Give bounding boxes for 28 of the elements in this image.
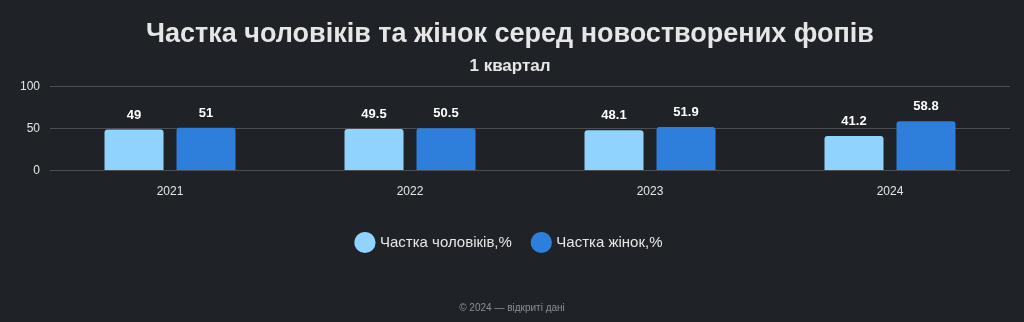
bar	[656, 127, 716, 171]
data-label: 41.2	[841, 113, 867, 129]
data-label: 51.9	[673, 104, 699, 120]
bar	[344, 129, 404, 171]
data-label: 49.5	[361, 106, 387, 122]
chart-title: Частка чоловіків та жінок серед новостворених фопів	[146, 17, 874, 48]
x-tick-label: 2021	[156, 184, 184, 199]
data-label: 50.5	[433, 105, 459, 121]
y-tick-label: 100	[19, 79, 41, 94]
bar	[416, 128, 476, 171]
bar	[176, 127, 236, 171]
data-label: 51	[198, 104, 214, 120]
bar	[824, 136, 884, 171]
bar	[896, 121, 956, 171]
x-tick-label: 2024	[876, 184, 904, 199]
legend-label: Частка жінок,%	[556, 232, 663, 250]
x-tick-label: 2022	[396, 184, 424, 199]
data-label: 48.1	[601, 107, 627, 123]
x-tick-label: 2023	[636, 184, 664, 199]
text: © 2024 — відкриті дані	[459, 301, 565, 313]
data-label: 49	[126, 106, 142, 122]
y-tick-label: 0	[33, 162, 41, 177]
data-label: 58.8	[913, 98, 939, 114]
y-tick-label: 50	[26, 121, 41, 136]
bar	[104, 129, 164, 171]
chart-subtitle: 1 квартал	[469, 56, 551, 76]
legend-label: Частка чоловіків,%	[379, 232, 512, 250]
bar	[584, 130, 644, 171]
